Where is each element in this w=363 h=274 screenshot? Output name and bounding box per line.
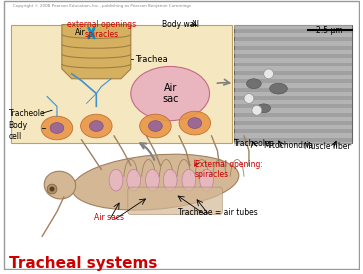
Ellipse shape — [81, 114, 112, 138]
Ellipse shape — [188, 118, 202, 129]
Text: Air
sac: Air sac — [162, 83, 179, 104]
FancyBboxPatch shape — [234, 75, 352, 79]
Ellipse shape — [163, 169, 177, 191]
Circle shape — [264, 69, 274, 79]
Ellipse shape — [200, 169, 213, 191]
Text: Tracheae = air tubes: Tracheae = air tubes — [178, 208, 257, 217]
Ellipse shape — [246, 79, 261, 89]
Text: 2.5 μm: 2.5 μm — [317, 25, 343, 35]
Circle shape — [244, 93, 254, 103]
FancyBboxPatch shape — [4, 1, 359, 269]
Ellipse shape — [182, 169, 196, 191]
FancyBboxPatch shape — [234, 25, 352, 29]
FancyBboxPatch shape — [234, 41, 352, 46]
Text: Air sacs: Air sacs — [94, 213, 124, 222]
Ellipse shape — [72, 154, 239, 210]
Text: Air: Air — [75, 28, 86, 37]
Ellipse shape — [179, 111, 211, 135]
Text: Body
cell: Body cell — [9, 121, 28, 141]
FancyBboxPatch shape — [234, 50, 352, 54]
FancyBboxPatch shape — [234, 108, 352, 113]
FancyBboxPatch shape — [234, 67, 352, 71]
Text: Tracheal systems: Tracheal systems — [9, 256, 157, 271]
Ellipse shape — [257, 104, 270, 113]
FancyBboxPatch shape — [234, 33, 352, 38]
FancyBboxPatch shape — [234, 100, 352, 104]
Text: Tracheoles: Tracheoles — [233, 139, 274, 148]
Text: Mitochondria: Mitochondria — [263, 141, 314, 150]
Ellipse shape — [47, 184, 57, 194]
FancyBboxPatch shape — [128, 187, 223, 215]
FancyBboxPatch shape — [234, 125, 352, 130]
Ellipse shape — [270, 83, 287, 94]
Ellipse shape — [148, 121, 162, 132]
Ellipse shape — [109, 169, 123, 191]
Ellipse shape — [50, 122, 64, 133]
FancyBboxPatch shape — [234, 92, 352, 96]
Text: Tracheole: Tracheole — [9, 109, 45, 118]
Ellipse shape — [131, 67, 209, 121]
Ellipse shape — [146, 169, 159, 191]
FancyBboxPatch shape — [234, 83, 352, 88]
FancyBboxPatch shape — [234, 25, 352, 143]
FancyBboxPatch shape — [234, 133, 352, 138]
Text: external openings
spiracles: external openings spiracles — [67, 20, 136, 39]
Ellipse shape — [50, 187, 54, 192]
FancyBboxPatch shape — [234, 117, 352, 121]
Ellipse shape — [89, 121, 103, 132]
Text: Trachea: Trachea — [135, 55, 167, 64]
Text: Copyright © 2008 Pearson Education, Inc., publishing as Pearson Benjamin Cumming: Copyright © 2008 Pearson Education, Inc.… — [13, 4, 191, 8]
Ellipse shape — [41, 116, 73, 140]
FancyBboxPatch shape — [234, 142, 352, 146]
Text: External opening:
spiracles: External opening: spiracles — [195, 159, 263, 179]
Circle shape — [252, 105, 262, 115]
FancyBboxPatch shape — [234, 58, 352, 62]
Ellipse shape — [127, 169, 140, 191]
Text: Muscle fiber: Muscle fiber — [305, 142, 351, 151]
FancyBboxPatch shape — [11, 25, 232, 143]
Ellipse shape — [44, 171, 76, 199]
Text: Body wall: Body wall — [162, 20, 199, 29]
Ellipse shape — [140, 114, 171, 138]
Polygon shape — [62, 25, 131, 79]
